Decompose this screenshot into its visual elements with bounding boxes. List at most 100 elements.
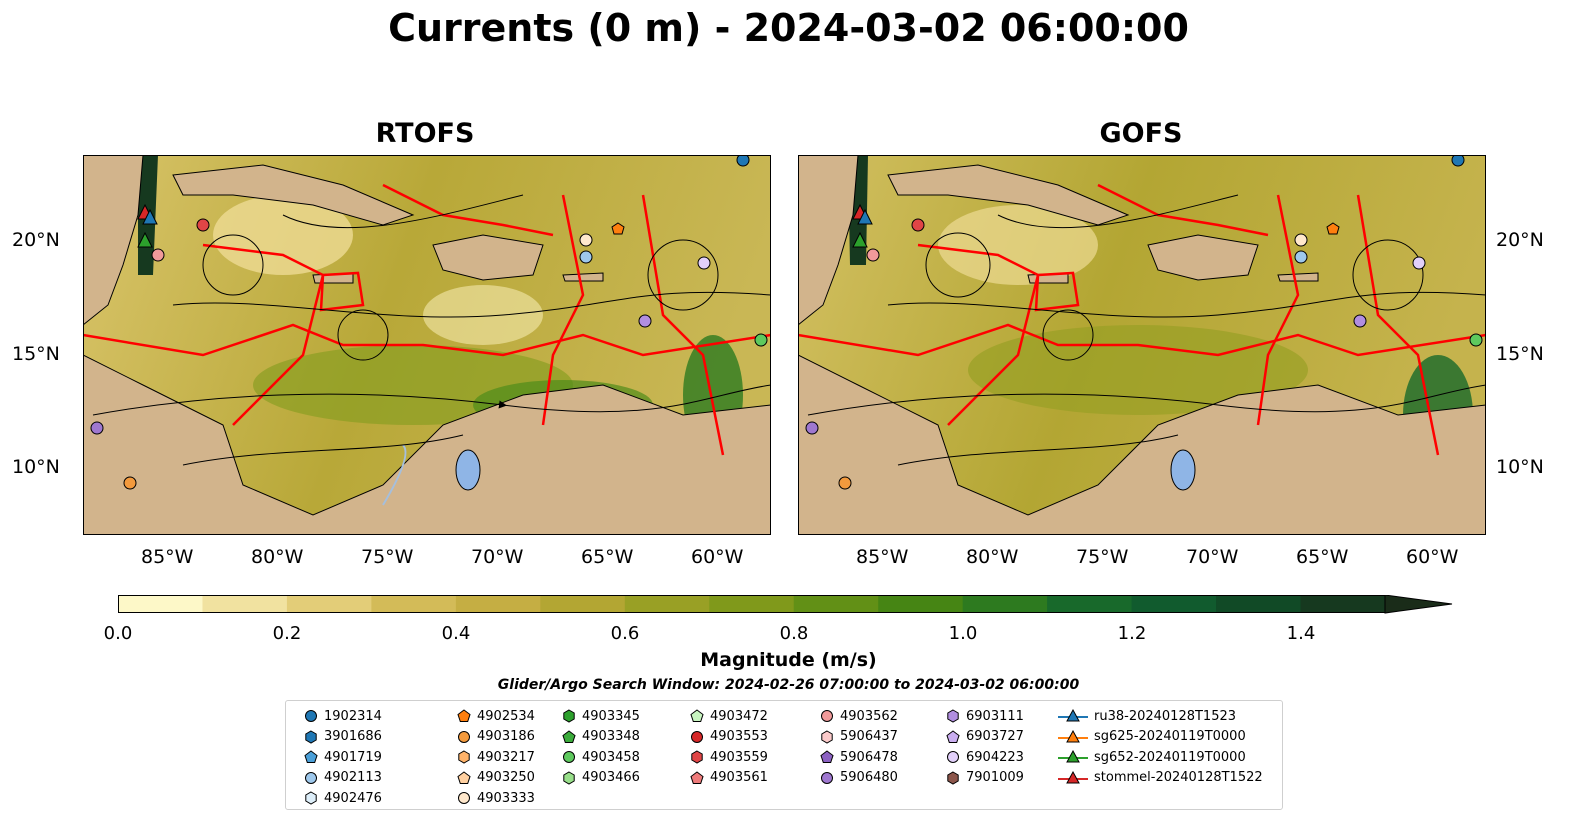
map-gofs[interactable] — [797, 153, 1487, 536]
streamline-eddy — [647, 239, 719, 311]
legend-marker-icon — [1058, 770, 1088, 784]
legend-item: 4903562 — [812, 706, 898, 727]
legend-label: 6903727 — [966, 729, 1024, 745]
map-gofs-canvas — [797, 153, 1487, 536]
figure-title: Currents (0 m) - 2024-03-02 06:00:00 — [388, 6, 1189, 50]
legend-item: 4903250 — [449, 768, 535, 789]
argo-marker-6904223 — [697, 256, 711, 270]
legend-column: ru38-20240128T1523 sg625-20240119T0000 sg6… — [1058, 706, 1263, 788]
argo-marker-6903111 — [638, 314, 652, 328]
legend-label: 4902476 — [324, 790, 382, 806]
eez-boundary — [797, 323, 1487, 357]
legend-item: sg652-20240119T0000 — [1058, 747, 1263, 768]
legend-label: 4902113 — [324, 770, 382, 786]
legend-item: 6904223 — [938, 747, 1024, 768]
river — [382, 444, 407, 506]
legend-marker-icon — [305, 730, 317, 744]
legend-item: 4903559 — [682, 747, 768, 768]
argo-marker-6903111 — [1353, 314, 1367, 328]
streamline-eddy — [925, 232, 991, 298]
colorbar-segment — [202, 595, 288, 613]
argo-marker-4903562 — [151, 248, 165, 262]
lon-tick-70w: 70°W — [471, 546, 524, 568]
legend-item: 4903553 — [682, 727, 768, 748]
legend-marker-icon — [821, 730, 833, 744]
argo-marker-1902314 — [1451, 153, 1465, 167]
argo-marker-5906480 — [90, 421, 104, 435]
argo-marker-6904223 — [1412, 256, 1426, 270]
legend-item: 4903466 — [554, 768, 640, 789]
legend-marker-icon — [458, 730, 470, 743]
legend-item: 4903345 — [554, 706, 640, 727]
lat-tick-15n: 15°N — [1496, 343, 1544, 365]
legend-marker-icon — [1058, 729, 1088, 743]
lon-tick-80w: 80°W — [966, 546, 1019, 568]
legend-marker-icon — [563, 709, 575, 723]
legend-marker-icon — [820, 750, 834, 764]
legend-item: stommel-20240128T1522 — [1058, 768, 1263, 789]
colorbar-tick: 1.2 — [1117, 623, 1147, 644]
legend-label: stommel-20240128T1522 — [1094, 770, 1263, 786]
eez-boundary — [1097, 183, 1269, 237]
legend-marker-icon — [304, 750, 318, 764]
colorbar-tick: 0.0 — [103, 623, 133, 644]
lon-tick-65w: 65°W — [1296, 546, 1349, 568]
eez-boundary — [641, 194, 725, 456]
legend-item: 4903561 — [682, 768, 768, 789]
map-rtofs[interactable] — [82, 153, 772, 536]
legend-marker-icon — [305, 710, 317, 723]
lon-tick-85w: 85°W — [141, 546, 194, 568]
legend-marker-icon — [690, 771, 704, 784]
lon-tick-80w: 80°W — [251, 546, 304, 568]
land-hispaniola — [1147, 234, 1259, 281]
legend-marker-icon — [947, 751, 959, 764]
legend-item: 7901009 — [938, 768, 1024, 789]
legend-label: 5906437 — [840, 729, 898, 745]
legend-label: 4903466 — [582, 770, 640, 786]
legend-item: 3901686 — [296, 727, 382, 748]
colorbar-segment — [624, 595, 710, 613]
legend-marker-icon — [946, 730, 960, 743]
legend-label: 1902314 — [324, 708, 382, 724]
lon-tick-60w: 60°W — [1406, 546, 1459, 568]
legend-label: 6904223 — [966, 749, 1024, 765]
legend-item: 4903217 — [449, 747, 535, 768]
legend-label: 7901009 — [966, 770, 1024, 786]
legend-column: 4903562 5906437 5906478 5906480 — [812, 706, 898, 788]
legend-marker-icon — [305, 771, 317, 784]
legend-marker-icon — [458, 750, 470, 764]
panel-title-rtofs: RTOFS — [375, 118, 475, 149]
land-puerto-rico — [1277, 272, 1319, 282]
legend-item: 6903727 — [938, 727, 1024, 748]
legend-label: 4903250 — [477, 770, 535, 786]
lat-tick-15n: 15°N — [12, 343, 60, 365]
land-hispaniola — [432, 234, 544, 281]
argo-marker-4902113 — [579, 250, 593, 264]
legend-item: 1902314 — [296, 706, 382, 727]
panel-title-gofs: GOFS — [1099, 118, 1183, 149]
legend-item: 4902534 — [449, 706, 535, 727]
colorbar-segment — [709, 595, 795, 613]
colorbar-segment — [793, 595, 879, 613]
argo-marker-4903186 — [123, 476, 137, 490]
streamline — [897, 434, 1179, 466]
legend-item: ru38-20240128T1523 — [1058, 706, 1263, 727]
streamline-eddy — [1042, 309, 1094, 361]
argo-marker-4903458 — [754, 333, 768, 347]
glider-sg652 — [852, 231, 868, 248]
legend-label: sg652-20240119T0000 — [1094, 749, 1246, 765]
legend-item: sg625-20240119T0000 — [1058, 727, 1263, 748]
glider-ru38 — [142, 208, 158, 225]
legend-item: 4902113 — [296, 768, 382, 789]
legend-marker-icon — [947, 709, 959, 723]
colorbar-segment — [286, 595, 372, 613]
legend-item: 4903348 — [554, 727, 640, 748]
current-band — [968, 325, 1308, 415]
eez-boundary — [1356, 194, 1440, 456]
legend-marker-icon — [458, 792, 470, 805]
argo-marker-1902314 — [736, 153, 750, 167]
legend-item: 4901719 — [296, 747, 382, 768]
argo-marker-4903333 — [1294, 233, 1308, 247]
colorbar-segment — [1216, 595, 1302, 613]
legend-item: 4903472 — [682, 706, 768, 727]
